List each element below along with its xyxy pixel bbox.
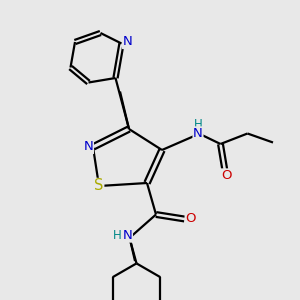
Text: H: H	[194, 118, 202, 131]
Text: N: N	[193, 127, 203, 140]
Text: N: N	[123, 229, 132, 242]
Text: N: N	[84, 140, 93, 154]
Text: H: H	[112, 229, 122, 242]
Text: N: N	[123, 35, 132, 49]
Text: S: S	[94, 178, 104, 194]
Text: O: O	[221, 169, 232, 182]
Text: O: O	[185, 212, 196, 226]
